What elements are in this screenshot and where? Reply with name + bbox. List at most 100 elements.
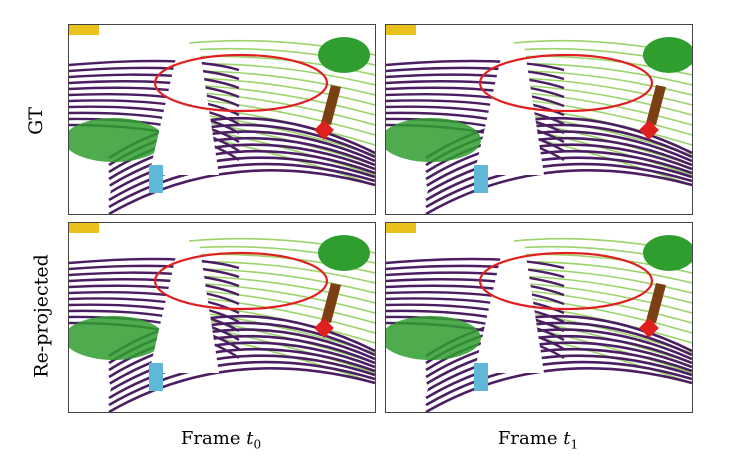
vegetation-patch (318, 37, 370, 73)
road-scanline (425, 143, 692, 188)
tree-trunk (321, 283, 341, 323)
car-marker (314, 318, 334, 338)
road-scanline (386, 86, 565, 108)
column-label-frame-t0: Frame t0 (180, 428, 262, 452)
terrain-scanline (188, 275, 375, 304)
terrain-scanline (513, 77, 692, 106)
building-patch (386, 25, 416, 35)
highlight-ellipse (478, 251, 654, 311)
road-scanline (69, 66, 240, 81)
road-scanline (386, 278, 565, 297)
pole-patch (149, 165, 163, 193)
road-scanline (425, 169, 692, 214)
lidar-scan (386, 223, 692, 412)
terrain-scanline (513, 84, 692, 116)
tree-trunk (646, 85, 666, 125)
road-scanline (425, 156, 692, 202)
road-scanline (108, 334, 375, 379)
road-scanline (108, 347, 375, 393)
vegetation-patch (386, 118, 481, 162)
road-scanline (425, 347, 692, 393)
lidar-scan (386, 25, 692, 214)
terrain-scanline (188, 91, 375, 126)
road-scanline (425, 367, 692, 412)
terrain-scanline (513, 275, 692, 304)
road-scanline (108, 136, 375, 181)
pole-patch (474, 165, 488, 193)
highlight-ellipse (478, 53, 654, 113)
sensor-shadow (149, 45, 219, 175)
road-scanline (386, 80, 565, 99)
road-scanline (108, 367, 375, 412)
road-scanline (425, 334, 692, 379)
vegetation-patch (643, 235, 692, 271)
vegetation-patch (318, 235, 370, 271)
building-patch (69, 223, 99, 233)
road-scanline (425, 136, 692, 181)
road-scanline (425, 341, 692, 386)
vegetation-patch (69, 118, 164, 162)
road-scanline (386, 264, 565, 279)
sensor-shadow (69, 374, 111, 402)
road-scanline (108, 354, 375, 400)
road-scanline (69, 59, 240, 72)
terrain-scanline (188, 77, 375, 106)
road-scanline (69, 73, 240, 90)
lidar-scan (69, 223, 375, 412)
sensor-shadow (474, 243, 544, 373)
lidar-scan (69, 25, 375, 214)
road-scanline (69, 271, 240, 288)
terrain-scanline (513, 282, 692, 314)
sensor-shadow (69, 176, 111, 204)
terrain-scanline (188, 98, 375, 136)
pole-patch (474, 363, 488, 391)
column-label-frame-t1: Frame t1 (497, 428, 579, 452)
terrain-scanline (188, 296, 375, 334)
panel-reproj-t0 (68, 222, 376, 413)
tree-trunk (646, 283, 666, 323)
terrain-scanline (513, 296, 692, 334)
terrain-scanline (513, 98, 692, 136)
terrain-scanline (188, 289, 375, 324)
road-scanline (108, 341, 375, 386)
panel-reproj-t1 (385, 222, 693, 413)
sensor-shadow (149, 243, 219, 373)
road-scanline (386, 257, 565, 270)
vegetation-patch (643, 37, 692, 73)
vegetation-patch (386, 316, 481, 360)
road-scanline (108, 149, 375, 195)
building-patch (69, 25, 99, 35)
panel-gt-t1 (385, 24, 693, 215)
road-scanline (69, 264, 240, 279)
highlight-ellipse (153, 251, 329, 311)
pole-patch (149, 363, 163, 391)
car-marker (314, 120, 334, 140)
road-scanline (425, 162, 692, 209)
road-scanline (386, 271, 565, 288)
sensor-shadow (386, 176, 428, 204)
road-scanline (108, 156, 375, 202)
row-label-reprojected: Re-projected (30, 254, 53, 378)
row-label-gt: GT (24, 107, 47, 135)
building-patch (386, 223, 416, 233)
terrain-scanline (188, 70, 375, 96)
vegetation-patch (69, 316, 164, 360)
road-scanline (386, 59, 565, 72)
terrain-scanline (513, 91, 692, 126)
tree-trunk (321, 85, 341, 125)
road-scanline (69, 257, 240, 270)
panel-gt-t0 (68, 24, 376, 215)
road-scanline (425, 354, 692, 400)
road-scanline (108, 143, 375, 188)
highlight-ellipse (153, 53, 329, 113)
road-scanline (425, 149, 692, 195)
road-scanline (386, 66, 565, 81)
road-scanline (108, 162, 375, 209)
sensor-shadow (386, 374, 428, 402)
road-scanline (386, 284, 565, 306)
road-scanline (386, 73, 565, 90)
terrain-scanline (188, 84, 375, 116)
terrain-scanline (188, 268, 375, 294)
terrain-scanline (188, 282, 375, 314)
road-scanline (108, 360, 375, 407)
